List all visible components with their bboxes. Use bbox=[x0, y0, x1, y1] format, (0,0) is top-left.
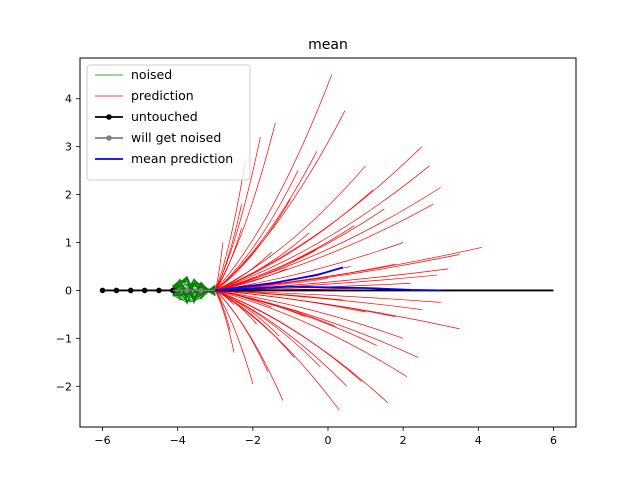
prediction-line bbox=[215, 203, 434, 291]
legend-label: prediction bbox=[131, 88, 194, 103]
x-tick-label: 2 bbox=[400, 434, 407, 447]
prediction-line bbox=[215, 232, 310, 291]
legend-label: noised bbox=[131, 67, 172, 82]
x-tick-label: 6 bbox=[550, 434, 557, 447]
legend-label: untouched bbox=[131, 109, 198, 124]
untouched-marker bbox=[141, 287, 148, 294]
untouched-marker bbox=[99, 287, 106, 294]
y-tick-label: 3 bbox=[65, 141, 72, 154]
series-layer bbox=[99, 74, 554, 411]
prediction-line bbox=[214, 290, 254, 384]
legend-label: will get noised bbox=[131, 130, 221, 145]
legend-label: mean prediction bbox=[131, 151, 233, 166]
chart-title: mean bbox=[308, 37, 348, 53]
prediction-line bbox=[215, 290, 441, 303]
prediction-line bbox=[215, 290, 321, 368]
x-axis: −6 −4 −2 0 2 4 6 bbox=[94, 427, 557, 447]
will-get-noised-marker bbox=[184, 287, 190, 294]
plot-area: −6 −4 −2 0 2 4 6 −2 −1 0 1 2 3 4 bbox=[56, 57, 577, 447]
y-tick-label: 4 bbox=[65, 93, 72, 106]
prediction-line bbox=[215, 170, 299, 291]
untouched-marker bbox=[113, 287, 120, 294]
prediction-line bbox=[215, 199, 291, 291]
y-tick-label: 0 bbox=[65, 284, 72, 297]
legend: noised prediction untouched will get noised… bbox=[86, 64, 251, 181]
prediction-line bbox=[215, 165, 430, 291]
legend-entry: will get noised bbox=[95, 130, 221, 145]
x-tick-label: −6 bbox=[94, 434, 110, 447]
prediction-line bbox=[215, 290, 269, 373]
prediction-line bbox=[215, 290, 404, 339]
x-tick-label: 0 bbox=[325, 434, 332, 447]
legend-box bbox=[86, 64, 251, 181]
prediction-line bbox=[215, 225, 355, 291]
prediction-line bbox=[214, 290, 231, 332]
y-tick-label: −1 bbox=[56, 332, 72, 345]
y-tick-label: −2 bbox=[56, 380, 72, 393]
x-tick-label: −2 bbox=[245, 434, 261, 447]
prediction-line bbox=[214, 122, 276, 291]
mean-prediction-line bbox=[215, 266, 344, 292]
prediction-line bbox=[215, 146, 423, 291]
prediction-line bbox=[215, 74, 333, 291]
prediction-line bbox=[215, 290, 419, 358]
prediction-line bbox=[215, 251, 272, 291]
legend-marker bbox=[106, 135, 112, 141]
prediction-line bbox=[215, 290, 366, 313]
prediction-line bbox=[215, 290, 363, 382]
untouched-marker bbox=[156, 287, 162, 294]
prediction-line bbox=[215, 249, 317, 291]
will-get-noised-marker bbox=[198, 287, 204, 294]
y-tick-label: 1 bbox=[65, 237, 72, 250]
x-tick-label: 4 bbox=[475, 434, 482, 447]
prediction-line bbox=[215, 290, 408, 377]
legend-entry: mean prediction bbox=[95, 151, 233, 166]
y-axis: −2 −1 0 1 2 3 4 bbox=[56, 93, 80, 393]
x-tick-label: −4 bbox=[170, 434, 186, 447]
prediction-line bbox=[215, 165, 366, 291]
prediction-line bbox=[214, 242, 224, 291]
noised-line bbox=[172, 275, 216, 296]
legend-entry: noised bbox=[95, 67, 172, 82]
legend-entry: untouched bbox=[95, 109, 198, 124]
mean-prediction-line bbox=[215, 285, 441, 292]
untouched-marker bbox=[127, 287, 134, 294]
prediction-line bbox=[215, 151, 318, 291]
prediction-line bbox=[214, 204, 242, 291]
y-tick-label: 2 bbox=[65, 189, 72, 202]
noised-line bbox=[172, 278, 216, 304]
legend-entry: prediction bbox=[95, 88, 194, 103]
prediction-line bbox=[214, 228, 242, 291]
noised-line bbox=[172, 278, 216, 301]
legend-marker bbox=[106, 114, 112, 120]
